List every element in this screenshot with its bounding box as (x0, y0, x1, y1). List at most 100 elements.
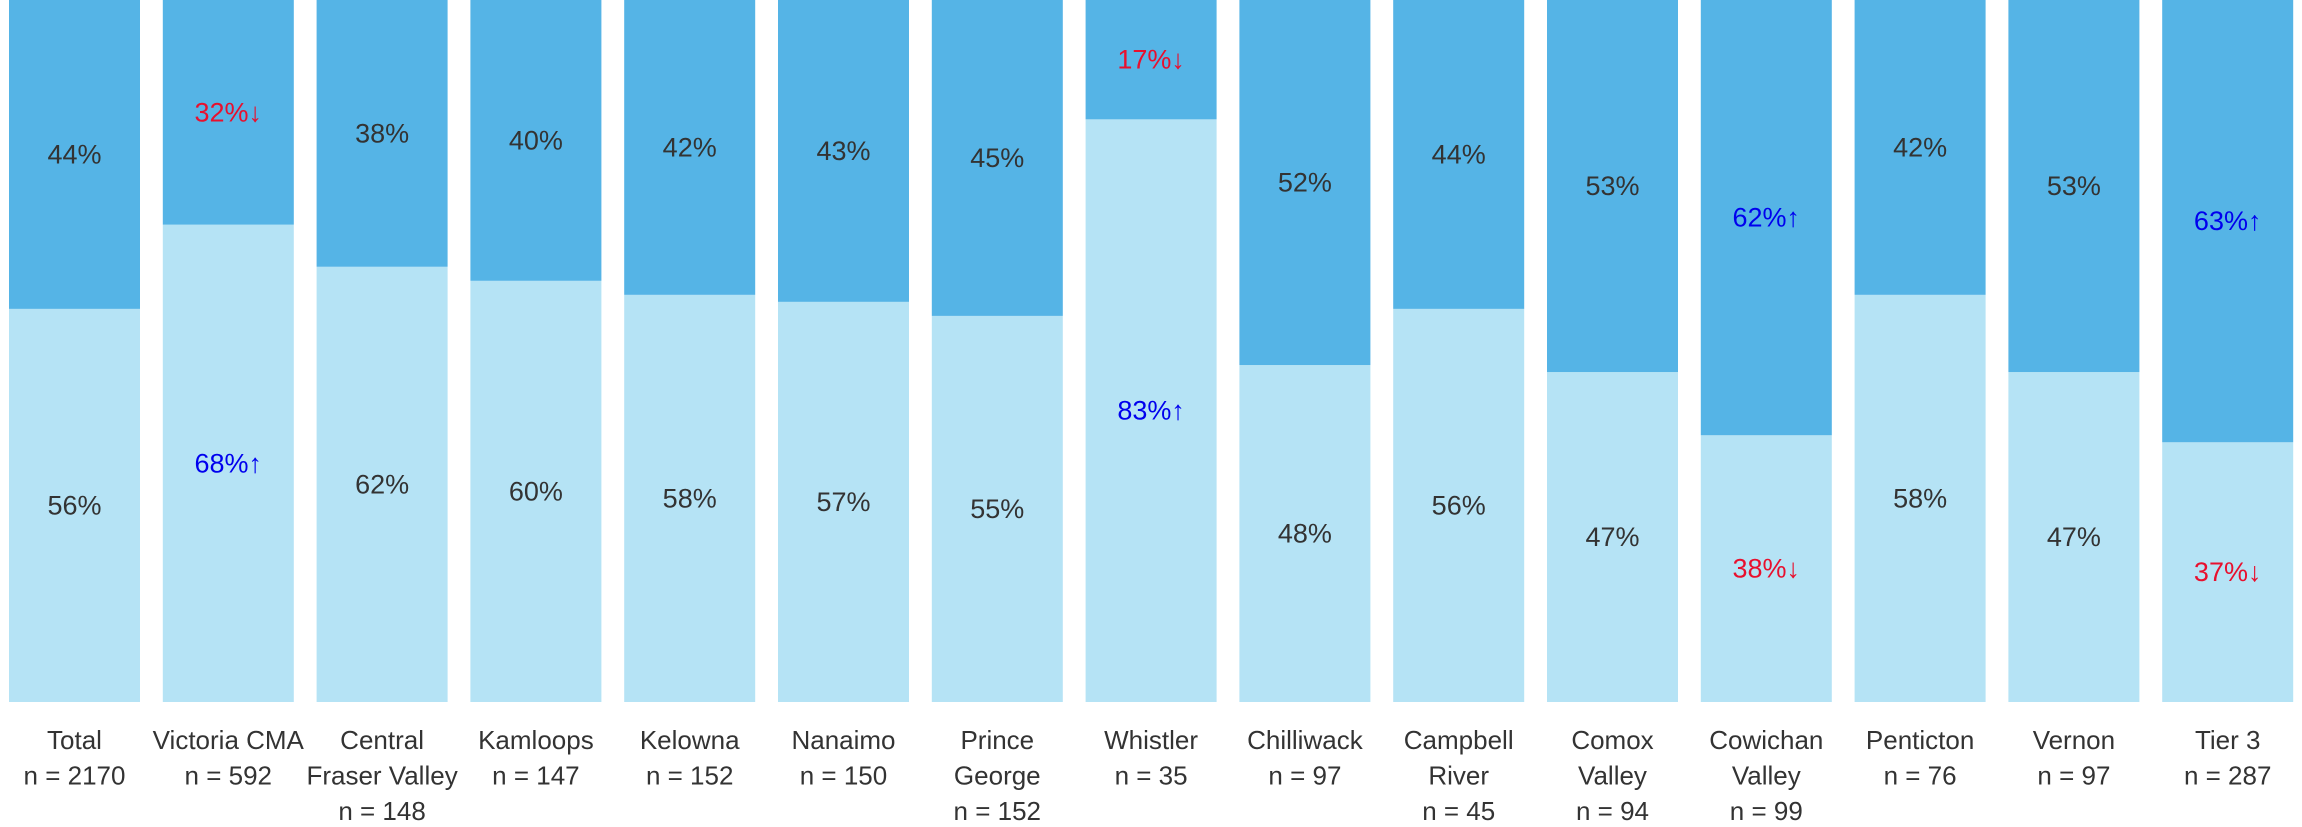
category-label-line: Campbell (1404, 725, 1514, 755)
label-top-kamloops: 40% (509, 125, 563, 155)
label-bottom-kamloops: 60% (509, 476, 563, 506)
bar-bottom-vernon (2008, 372, 2140, 702)
category-label-line: n = 45 (1422, 796, 1495, 826)
label-bottom-victoria-cma: 68%↑ (195, 448, 263, 478)
category-label-campbell-river: Campbell River n = 45 (1404, 725, 1514, 826)
category-label-kamloops: Kamloops n = 147 (478, 725, 594, 791)
label-top-kelowna: 42% (663, 132, 717, 162)
bar-top-kamloops (470, 0, 602, 281)
label-top-chilliwack: 52% (1278, 168, 1332, 198)
category-label-cowichan-valley: Cowichan Valley n = 99 (1709, 725, 1823, 826)
category-label-central-fraser-valley: Central Fraser Valley n = 148 (306, 725, 457, 826)
category-label-penticton: Penticton n = 76 (1866, 725, 1974, 791)
category-label-line: Penticton (1866, 725, 1974, 755)
bar-top-victoria-cma (162, 0, 294, 225)
bar-bottom-victoria-cma (162, 224, 294, 702)
category-label-line: n = 99 (1730, 796, 1803, 826)
category-label-line: n = 287 (2184, 761, 2271, 791)
category-label-line: River (1428, 761, 1489, 791)
label-top-central-fraser-valley: 38% (355, 118, 409, 148)
label-bottom-total: 56% (47, 490, 101, 520)
bar-bottom-nanaimo (778, 301, 909, 702)
bar-top-vernon (2008, 0, 2140, 373)
label-bottom-kelowna: 58% (663, 483, 717, 513)
category-label-prince-george: Prince George n = 152 (954, 725, 1041, 826)
bar-bottom-prince-george (931, 315, 1063, 702)
category-label-line: Nanaimo (791, 725, 895, 755)
label-bottom-cowichan-valley: 38%↓ (1733, 554, 1801, 584)
label-bottom-chilliwack: 48% (1278, 519, 1332, 549)
bar-bottom-cowichan-valley (1700, 435, 1832, 702)
label-top-cowichan-valley: 62%↑ (1733, 203, 1801, 233)
bar-top-total (9, 0, 140, 309)
category-label-line: n = 97 (1268, 761, 1341, 791)
category-label-line: Kamloops (478, 725, 594, 755)
bar-bottom-kelowna (624, 294, 756, 702)
bar-bottom-kamloops (470, 280, 602, 702)
category-label-line: Cowichan (1709, 725, 1823, 755)
bar-top-penticton (1854, 0, 1986, 295)
label-top-victoria-cma: 32%↓ (195, 97, 263, 127)
category-label-line: Fraser Valley (306, 761, 457, 791)
label-bottom-nanaimo: 57% (816, 487, 870, 517)
bars-group (9, 0, 2294, 703)
category-label-line: Central (340, 725, 424, 755)
bar-top-comox-valley (1547, 0, 1678, 373)
bar-bottom-chilliwack (1239, 365, 1371, 702)
category-label-tier-3: Tier 3 n = 287 (2184, 725, 2271, 791)
category-labels-group: Total n = 2170 Victoria CMA n = 592 Central F… (24, 725, 2272, 826)
category-label-kelowna: Kelowna n = 152 (640, 725, 740, 791)
bar-bottom-penticton (1854, 294, 1986, 702)
label-top-comox-valley: 53% (1585, 171, 1639, 201)
label-bottom-tier-3: 37%↓ (2194, 557, 2262, 587)
bar-top-kelowna (624, 0, 756, 295)
category-label-line: n = 94 (1576, 796, 1649, 826)
category-label-victoria-cma: Victoria CMA n = 592 (153, 725, 305, 791)
label-top-whistler: 17%↓ (1117, 45, 1185, 75)
bar-top-central-fraser-valley (316, 0, 448, 267)
bar-top-campbell-river (1393, 0, 1525, 309)
bar-bottom-total (9, 308, 140, 702)
label-top-campbell-river: 44% (1432, 139, 1486, 169)
label-top-nanaimo: 43% (816, 136, 870, 166)
category-label-chilliwack: Chilliwack n = 97 (1247, 725, 1364, 791)
category-label-line: Victoria CMA (153, 725, 305, 755)
category-label-comox-valley: Comox Valley n = 94 (1571, 725, 1653, 826)
bar-bottom-whistler (1085, 119, 1217, 703)
category-label-line: n = 35 (1115, 761, 1188, 791)
bar-top-tier-3 (2162, 0, 2294, 443)
category-label-line: Prince (960, 725, 1034, 755)
label-top-vernon: 53% (2047, 171, 2101, 201)
label-bottom-prince-george: 55% (970, 494, 1024, 524)
bar-bottom-tier-3 (2162, 442, 2294, 702)
category-label-line: Whistler (1104, 725, 1198, 755)
category-label-line: n = 592 (185, 761, 272, 791)
category-label-nanaimo: Nanaimo n = 150 (791, 725, 895, 791)
category-label-line: n = 150 (800, 761, 887, 791)
label-top-total: 44% (47, 139, 101, 169)
category-label-line: n = 147 (492, 761, 579, 791)
category-label-line: George (954, 761, 1041, 791)
label-top-penticton: 42% (1893, 132, 1947, 162)
label-bottom-whistler: 83%↑ (1117, 396, 1185, 426)
bar-top-whistler (1085, 0, 1217, 120)
segment-labels-group: 56% 44% 68%↑ 32%↓ 62% 38% 60% 40% 58% 42% 57% 43% 55… (47, 45, 2261, 587)
bar-top-prince-george (931, 0, 1063, 316)
bar-bottom-central-fraser-valley (316, 266, 448, 702)
category-label-line: Valley (1732, 761, 1801, 791)
bar-top-chilliwack (1239, 0, 1371, 366)
category-label-line: Chilliwack (1247, 725, 1364, 755)
category-label-vernon: Vernon n = 97 (2033, 725, 2115, 791)
category-label-line: n = 2170 (24, 761, 126, 791)
category-label-line: n = 97 (2037, 761, 2110, 791)
label-bottom-central-fraser-valley: 62% (355, 469, 409, 499)
category-label-line: Kelowna (640, 725, 740, 755)
label-bottom-penticton: 58% (1893, 483, 1947, 513)
label-bottom-campbell-river: 56% (1432, 490, 1486, 520)
bar-top-nanaimo (778, 0, 909, 302)
label-bottom-vernon: 47% (2047, 522, 2101, 552)
category-label-line: Total (47, 725, 102, 755)
category-label-line: n = 148 (338, 796, 425, 826)
label-bottom-comox-valley: 47% (1585, 522, 1639, 552)
